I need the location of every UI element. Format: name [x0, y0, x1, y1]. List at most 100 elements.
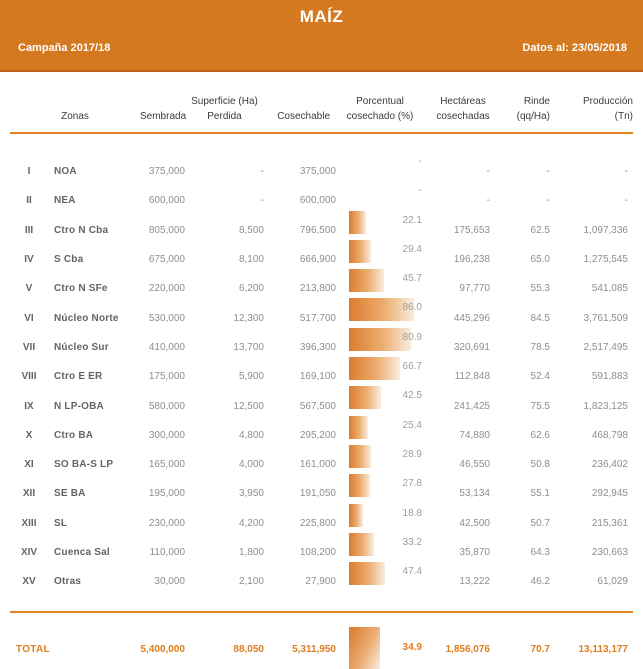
- rinde-value: 64.3: [530, 547, 550, 558]
- porcentual-bar: [349, 239, 372, 263]
- table-header: Zonas Sembrada Superficie (Ha) Perdida C…: [0, 72, 643, 133]
- porcentual-bar: [349, 532, 375, 556]
- porcentual-cell: -: [336, 156, 424, 186]
- porcentual-cell: 29.4: [336, 239, 424, 274]
- hectareas-value: 53,134: [459, 488, 490, 500]
- hectareas-value: 42,500: [459, 517, 490, 529]
- porcentual-value: 18.8: [402, 507, 422, 519]
- sembrada-value: 30,000: [154, 576, 185, 588]
- zone-name: Ctro N SFe: [54, 283, 108, 295]
- total-cosechable: 5,311,950: [292, 644, 336, 655]
- col-header-produccion: Producción (Tn): [582, 96, 633, 122]
- table-row: V Ctro N SFe 220,000 6,200 213,800 45.7 …: [0, 269, 643, 303]
- zone-number: VI: [24, 312, 34, 324]
- perdida-value: 3,950: [238, 488, 264, 500]
- total-label: TOTAL: [16, 644, 50, 655]
- porcentual-cell: 27.8: [336, 474, 424, 508]
- cosechable-value: 666,900: [299, 254, 336, 266]
- rinde-value: -: [546, 166, 550, 178]
- zone-name: NOA: [54, 166, 77, 178]
- sembrada-value: 165,000: [148, 459, 185, 471]
- total-porcentual-bar: [349, 627, 380, 669]
- table-row: XIV Cuenca Sal 110,000 1,800 108,200 33.…: [0, 532, 643, 567]
- data-as-of-label: Datos al: 23/05/2018: [522, 42, 627, 54]
- perdida-value: -: [260, 195, 264, 207]
- zone-name: Ctro BA: [54, 429, 94, 441]
- table-row: VII Núcleo Sur 410,000 13,700 396,300 80…: [0, 327, 643, 362]
- zone-number: XV: [22, 576, 36, 588]
- cosechable-value: 396,300: [299, 341, 336, 353]
- cosechable-value: 169,100: [299, 371, 336, 383]
- porcentual-cell: 33.2: [336, 532, 424, 567]
- table-row: II NEA 600,000 - 600,000 - - - -: [0, 185, 643, 215]
- porcentual-value: 25.4: [402, 419, 422, 431]
- produccion-value: 1,823,125: [583, 400, 629, 412]
- sembrada-value: 600,000: [148, 195, 185, 207]
- zone-number: I: [27, 166, 31, 178]
- rinde-value: 46.2: [530, 576, 550, 588]
- table-row: X Ctro BA 300,000 4,800 295,200 25.4 74,…: [0, 415, 643, 450]
- total-sembrada: 5,400,000: [140, 644, 186, 655]
- perdida-value: 12,300: [233, 312, 264, 324]
- porcentual-bar: [349, 386, 382, 410]
- porcentual-cell: 45.7: [336, 269, 424, 303]
- total-porcentual-cell: 34.9: [336, 627, 424, 669]
- total-perdida: 88,050: [233, 644, 264, 655]
- perdida-value: 1,800: [238, 547, 264, 558]
- zone-number: IV: [24, 254, 34, 266]
- zone-number: XIII: [21, 517, 37, 529]
- produccion-value: 591,883: [591, 371, 628, 383]
- perdida-value: 4,800: [238, 429, 264, 441]
- produccion-value: 61,029: [597, 576, 628, 588]
- header-divider-line: [10, 132, 633, 134]
- hectareas-value: 112,848: [454, 371, 490, 383]
- perdida-value: -: [260, 166, 264, 178]
- total-produccion: 13,113,177: [578, 644, 629, 655]
- zone-name: Ctro N Cba: [54, 224, 109, 236]
- campaign-label: Campaña 2017/18: [18, 42, 111, 54]
- total-divider-line: [10, 611, 633, 613]
- sembrada-value: 675,000: [148, 254, 185, 266]
- hectareas-value: 175,653: [453, 224, 490, 236]
- zone-name: SL: [54, 517, 68, 529]
- porcentual-cell: 47.4: [336, 562, 424, 596]
- porcentual-value: -: [418, 185, 422, 197]
- porcentual-cell: 86.0: [336, 298, 424, 332]
- rinde-value: -: [546, 195, 550, 207]
- produccion-value: 2,517,495: [583, 341, 629, 353]
- porcentual-cell: -: [336, 185, 424, 215]
- rinde-value: 62.5: [530, 224, 550, 236]
- porcentual-value: 33.2: [402, 536, 422, 548]
- porcentual-value: 42.5: [402, 390, 422, 402]
- rinde-value: 52.4: [530, 371, 550, 383]
- sembrada-value: 530,000: [148, 312, 185, 324]
- rinde-value: 55.1: [530, 488, 550, 500]
- cosechable-value: 213,800: [299, 283, 336, 295]
- zone-name: SO BA-S LP: [54, 459, 114, 471]
- produccion-value: -: [624, 166, 628, 178]
- porcentual-cell: 22.1: [336, 210, 424, 245]
- zone-name: N LP-OBA: [54, 400, 104, 412]
- zone-number: IX: [24, 400, 34, 412]
- porcentual-value: -: [418, 156, 422, 167]
- total-rinde: 70.7: [530, 644, 550, 655]
- header-band: MAÍZ Campaña 2017/18 Datos al: 23/05/201…: [0, 0, 643, 72]
- table-row: VIII Ctro E ER 175,000 5,900 169,100 66.…: [0, 357, 643, 391]
- perdida-value: 13,700: [233, 341, 264, 353]
- perdida-value: 8,100: [238, 254, 264, 266]
- porcentual-cell: 18.8: [336, 503, 424, 538]
- cosechable-value: 108,200: [299, 547, 336, 558]
- sembrada-value: 805,000: [148, 224, 185, 236]
- hectareas-value: -: [486, 166, 490, 178]
- rinde-value: 75.5: [530, 400, 550, 412]
- table-row: III Ctro N Cba 805,000 8,500 796,500 22.…: [0, 210, 643, 245]
- porcentual-value: 80.9: [402, 331, 422, 343]
- porcentual-value: 28.9: [402, 448, 422, 460]
- rinde-value: 55.3: [530, 283, 550, 295]
- porcentual-value: 29.4: [402, 243, 422, 255]
- perdida-value: 8,500: [238, 224, 264, 236]
- cosechable-value: 567,500: [299, 400, 336, 412]
- table-row: XI SO BA-S LP 165,000 4,000 161,000 28.9…: [0, 444, 643, 479]
- table-row: XV Otras 30,000 2,100 27,900 47.4 13,222…: [0, 562, 643, 596]
- page-title: MAÍZ: [299, 7, 344, 26]
